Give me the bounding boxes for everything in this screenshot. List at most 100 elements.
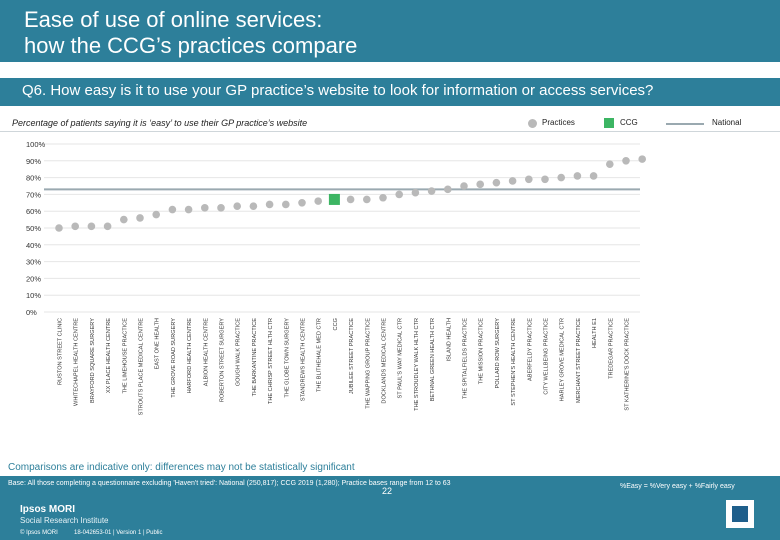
practice-point	[395, 191, 403, 199]
ipsos-logo	[726, 500, 754, 528]
practice-point	[152, 211, 160, 219]
x-tick-label: STROUTS PLACE MEDICAL CENTRE	[139, 318, 145, 416]
practice-point	[314, 197, 322, 205]
legend-ccg-label: CCG	[620, 118, 638, 127]
practice-point	[185, 206, 193, 214]
practice-point	[363, 196, 371, 204]
x-tick-label: JUBILEE STREET PRACTICE	[349, 318, 355, 394]
practice-point	[622, 157, 630, 165]
x-tick-label: POLLARD ROW SURGERY	[495, 318, 501, 389]
report-reference: 18-042653-01 | Version 1 | Public	[74, 530, 163, 536]
y-tick-label: 70%	[26, 190, 41, 199]
brand-name: Ipsos MORI	[20, 504, 75, 515]
practice-point	[460, 182, 468, 190]
page-title: Ease of use of online services: how the …	[24, 7, 357, 59]
practice-point	[509, 177, 517, 185]
practice-point	[476, 181, 484, 189]
practice-point	[266, 201, 274, 209]
ccg-point	[329, 194, 340, 205]
y-tick-label: 30%	[26, 258, 41, 267]
copyright: © Ipsos MORI	[20, 530, 58, 536]
x-tick-label: XX PLACE HEALTH CENTRE	[106, 318, 112, 393]
y-axis-ticks: 0% 10% 20% 30% 40% 50% 60% 70% 80% 90% 100%	[26, 140, 46, 317]
x-tick-label: ALBION HEALTH CENTRE	[203, 318, 209, 387]
title-line-1: Ease of use of online services:	[24, 7, 357, 33]
y-tick-label: 90%	[26, 157, 41, 166]
practice-point	[250, 202, 258, 210]
legend-national-marker	[666, 123, 704, 125]
y-tick-label: 10%	[26, 291, 41, 300]
x-tick-label: THE BLITHEHALE MED CTR	[317, 318, 323, 392]
x-tick-label: GOUGH WALK PRACTICE	[236, 318, 242, 386]
page-number: 22	[382, 486, 392, 496]
practice-point	[201, 204, 209, 212]
legend-practices-marker	[528, 119, 537, 128]
x-tick-label: ISLAND HEALTH	[446, 318, 452, 361]
x-tick-label: THE CHRISP STREET HLTH CTR	[268, 318, 274, 404]
comparison-note: Comparisons are indicative only: differe…	[8, 462, 355, 473]
x-tick-label: EAST ONE HEALTH	[155, 318, 161, 369]
x-tick-label: THE GROVE ROAD SURGERY	[171, 318, 177, 398]
x-tick-label: WHITECHAPEL HEALTH CENTRE	[74, 318, 80, 406]
x-tick-label: THE WAPPING GROUP PRACTICE	[365, 318, 371, 409]
practice-point	[136, 214, 144, 222]
practice-point	[120, 216, 128, 224]
y-tick-label: 40%	[26, 241, 41, 250]
practice-point	[590, 172, 598, 180]
x-tick-label: RUSTON STREET CLINIC	[58, 318, 64, 385]
y-tick-label: 100%	[26, 140, 46, 149]
x-tick-label: THE LIMEHOUSE PRACTICE	[122, 318, 128, 394]
x-tick-label: HEALTH E1	[592, 318, 598, 348]
legend-ccg-marker	[604, 118, 614, 128]
practice-point	[379, 194, 387, 202]
chart: 0% 10% 20% 30% 40% 50% 60% 70% 80% 90% 100% RUSTON…	[0, 130, 780, 460]
question-text: Q6. How easy is it to use your GP practi…	[22, 82, 653, 99]
y-tick-label: 0%	[26, 308, 37, 317]
legend-practices-label: Practices	[542, 118, 575, 127]
x-tick-label: MERCHANT STREET PRACTICE	[576, 318, 582, 403]
practice-point	[217, 204, 225, 212]
y-tick-label: 80%	[26, 174, 41, 183]
brand-subtitle: Social Research Institute	[20, 516, 109, 525]
x-tick-label: ST STEPHEN'S HEALTH CENTRE	[511, 318, 517, 406]
x-tick-label: BRAYFORD SQUARE SURGERY	[90, 318, 96, 403]
practice-point	[638, 155, 646, 163]
practice-point	[282, 201, 290, 209]
x-tick-label: HARFORD HEALTH CENTRE	[187, 318, 193, 394]
practice-point	[169, 206, 177, 214]
x-tick-label: THE MISSION PRACTICE	[479, 318, 485, 384]
practice-point	[104, 223, 112, 231]
practice-point	[541, 175, 549, 183]
x-tick-label: THE GLOBE TOWN SURGERY	[284, 318, 290, 398]
y-tick-label: 50%	[26, 224, 41, 233]
x-tick-label: CITY WELLBEING PRACTICE	[544, 318, 550, 395]
x-tick-label: ST PAUL'S WAY MEDICAL CTR	[398, 318, 404, 398]
x-axis-labels: RUSTON STREET CLINIC WHITECHAPEL HEALTH C…	[58, 318, 631, 416]
x-tick-label: ROBERTON STREET SURGERY	[220, 318, 226, 402]
easy-definition: %Easy = %Very easy + %Fairly easy	[620, 483, 735, 490]
practice-point	[347, 196, 355, 204]
y-tick-label: 60%	[26, 207, 41, 216]
practice-point	[525, 175, 533, 183]
x-tick-label: STANDREWS HEALTH CENTRE	[301, 318, 307, 401]
title-band: Ease of use of online services: how the …	[0, 0, 780, 62]
x-tick-label: DOCKLANDS MEDICAL CENTRE	[382, 318, 388, 404]
title-line-2: how the CCG’s practices compare	[24, 33, 357, 59]
practice-point	[88, 223, 96, 231]
chart-subtitle: Percentage of patients saying it is ‘eas…	[12, 118, 307, 128]
x-tick-label: TREDEGAR PRACTICE	[608, 318, 614, 379]
x-tick-label: THE SPITALFIELDS PRACTICE	[463, 318, 469, 399]
x-tick-label: HARLEY GROVE MEDICAL CTR	[560, 318, 566, 401]
practice-point	[233, 202, 241, 210]
data-points	[55, 155, 646, 231]
practice-point	[412, 189, 420, 197]
x-tick-label: CCG	[333, 318, 339, 330]
question-band: Q6. How easy is it to use your GP practi…	[0, 78, 780, 106]
practice-point	[574, 172, 582, 180]
practice-point	[428, 187, 436, 195]
x-tick-label: THE BARKANTINE PRACTICE	[252, 318, 258, 397]
chart-grid	[44, 144, 640, 312]
legend-national-label: National	[712, 118, 741, 127]
practice-point	[606, 160, 614, 168]
practice-point	[444, 186, 452, 194]
